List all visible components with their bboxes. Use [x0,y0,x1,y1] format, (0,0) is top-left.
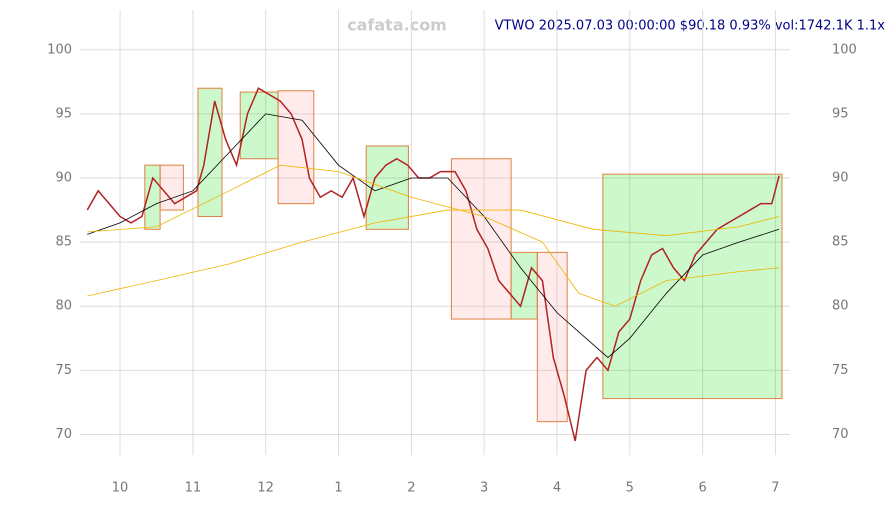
y-tick-label: 70 [55,427,72,442]
y-tick-label-right: 70 [832,427,849,442]
series-line [87,209,780,297]
x-tick-label: 2 [407,481,415,496]
y-tick-label: 100 [47,42,72,57]
chart-title: VTWO 2025.07.03 00:00:00 $90.18 0.93% vo… [495,19,886,34]
range-box [602,173,783,400]
range-box [239,91,279,160]
x-tick-label: 11 [185,481,202,496]
series-line [87,113,780,359]
x-tick-label: 7 [771,481,779,496]
series-line [87,164,780,307]
y-tick-label-right: 95 [832,106,849,121]
x-tick-label: 3 [480,481,488,496]
y-tick-label: 95 [55,106,72,121]
y-tick-label-right: 100 [832,42,857,57]
y-tick-label: 80 [55,299,72,314]
x-tick-label: 12 [257,481,274,496]
y-tick-label-right: 90 [832,170,849,185]
range-box [536,251,568,423]
x-tick-label: 10 [112,481,129,496]
range-box [450,158,512,320]
range-box [510,251,538,320]
y-tick-label: 75 [55,363,72,378]
x-tick-label: 4 [553,481,561,496]
range-box [197,87,223,217]
range-box [277,90,315,205]
range-box [365,145,409,230]
y-tick-label: 85 [55,235,72,250]
y-tick-label: 90 [55,170,72,185]
y-tick-label-right: 85 [832,235,849,250]
x-tick-label: 6 [698,481,706,496]
watermark: cafata.com [347,16,447,35]
y-tick-label-right: 75 [832,363,849,378]
x-tick-label: 1 [334,481,342,496]
y-tick-label-right: 80 [832,299,849,314]
range-box [159,164,184,211]
x-tick-label: 5 [626,481,634,496]
